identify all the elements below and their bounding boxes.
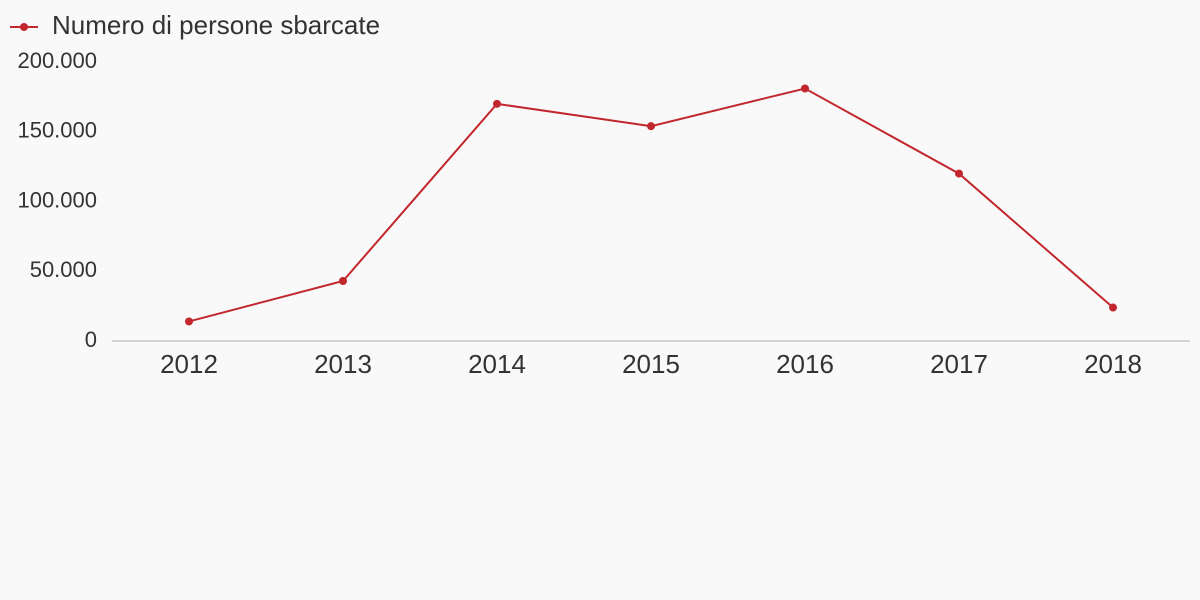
y-tick-label: 0 — [85, 327, 97, 352]
x-tick-label: 2014 — [468, 349, 526, 379]
y-tick-label: 100.000 — [17, 187, 97, 212]
legend-swatch-dot — [20, 23, 28, 31]
y-tick-label: 150.000 — [17, 118, 97, 143]
y-tick-label: 200.000 — [17, 48, 97, 73]
data-point — [185, 317, 193, 326]
y-tick-label: 50.000 — [30, 257, 97, 282]
data-point — [339, 277, 347, 286]
data-point — [1109, 303, 1117, 312]
data-point — [493, 99, 501, 108]
x-tick-label: 2013 — [314, 349, 372, 379]
x-tick-label: 2012 — [160, 349, 218, 379]
x-tick-label: 2016 — [776, 349, 834, 379]
legend-label: Numero di persone sbarcate — [52, 10, 380, 40]
data-point — [801, 84, 809, 93]
data-point — [647, 122, 655, 131]
x-tick-label: 2018 — [1084, 349, 1142, 379]
data-point — [955, 169, 963, 178]
x-tick-label: 2015 — [622, 349, 680, 379]
x-tick-label: 2017 — [930, 349, 988, 379]
